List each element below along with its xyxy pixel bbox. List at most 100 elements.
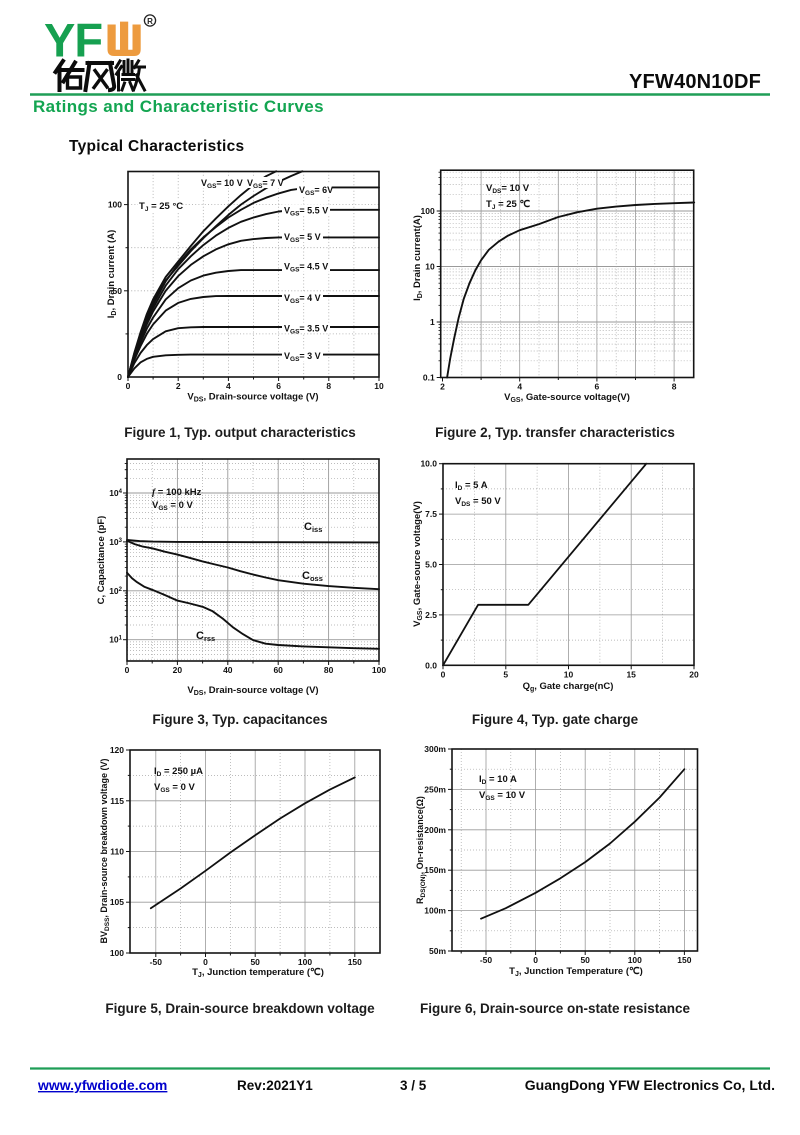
svg-text:Coss: Coss bbox=[302, 570, 323, 583]
svg-text:120: 120 bbox=[110, 745, 124, 755]
svg-text:0: 0 bbox=[126, 381, 131, 391]
svg-text:20: 20 bbox=[173, 665, 183, 675]
svg-text:10: 10 bbox=[374, 381, 384, 391]
svg-text:VGS= 3 V: VGS= 3 V bbox=[284, 351, 321, 363]
svg-text:Figure 6, Drain-source on-stat: Figure 6, Drain-source on-state resistan… bbox=[420, 1001, 691, 1016]
svg-text:Figure 5, Drain-source breakdo: Figure 5, Drain-source breakdown voltage bbox=[105, 1001, 375, 1016]
svg-text:RDS(ON), On-resistance(Ω): RDS(ON), On-resistance(Ω) bbox=[415, 796, 427, 904]
svg-text:TJ = 25 ℃: TJ = 25 ℃ bbox=[486, 199, 530, 211]
svg-text:Typical Characteristics: Typical Characteristics bbox=[69, 138, 244, 155]
svg-text:150m: 150m bbox=[424, 865, 446, 875]
svg-text:200m: 200m bbox=[424, 825, 446, 835]
svg-text:ID = 250 µA: ID = 250 µA bbox=[154, 766, 203, 778]
svg-text:2: 2 bbox=[176, 381, 181, 391]
svg-text:102: 102 bbox=[109, 586, 122, 596]
svg-text:ID = 5 A: ID = 5 A bbox=[455, 480, 488, 492]
svg-text:YFW40N10DF: YFW40N10DF bbox=[629, 71, 761, 93]
svg-text:5.0: 5.0 bbox=[425, 560, 437, 570]
svg-text:-50: -50 bbox=[480, 955, 493, 965]
svg-text:15: 15 bbox=[626, 669, 636, 679]
svg-text:YF: YF bbox=[44, 14, 102, 67]
svg-text:2: 2 bbox=[440, 382, 445, 392]
svg-text:40: 40 bbox=[223, 665, 233, 675]
svg-text:Crss: Crss bbox=[196, 630, 215, 643]
svg-text:TJ, Junction Temperature (℃): TJ, Junction Temperature (℃) bbox=[509, 966, 643, 978]
svg-text:250m: 250m bbox=[424, 784, 446, 794]
svg-text:80: 80 bbox=[324, 665, 334, 675]
svg-text:Figure 4, Typ. gate charge: Figure 4, Typ. gate charge bbox=[472, 712, 639, 727]
svg-text:VGS = 0 V: VGS = 0 V bbox=[154, 782, 195, 794]
svg-text:VGS= 6V: VGS= 6V bbox=[299, 185, 333, 197]
svg-text:0: 0 bbox=[125, 665, 130, 675]
svg-text:-50: -50 bbox=[150, 957, 163, 967]
svg-text:150: 150 bbox=[348, 957, 362, 967]
svg-text:VDS, Drain-source voltage (V): VDS, Drain-source voltage (V) bbox=[187, 685, 318, 697]
svg-text:10.0: 10.0 bbox=[420, 459, 437, 469]
svg-text:VGS, Gate-source voltage(V): VGS, Gate-source voltage(V) bbox=[504, 392, 630, 404]
svg-text:Figure 3, Typ. capacitances: Figure 3, Typ. capacitances bbox=[152, 712, 327, 727]
svg-text:5: 5 bbox=[503, 669, 508, 679]
svg-text:50: 50 bbox=[113, 286, 123, 296]
svg-text:VGS, Gate-source voltage(V): VGS, Gate-source voltage(V) bbox=[412, 501, 424, 627]
svg-text:115: 115 bbox=[110, 796, 124, 806]
svg-text:TJ, Junction temperature (℃): TJ, Junction temperature (℃) bbox=[192, 967, 324, 979]
svg-text:6: 6 bbox=[276, 381, 281, 391]
svg-text:100m: 100m bbox=[424, 906, 446, 916]
svg-text:8: 8 bbox=[326, 381, 331, 391]
svg-text:R: R bbox=[147, 17, 153, 26]
svg-text:C, Capacitance (pF): C, Capacitance (pF) bbox=[96, 516, 107, 605]
svg-text:8: 8 bbox=[672, 382, 677, 392]
svg-text:TJ = 25 °C: TJ = 25 °C bbox=[139, 201, 183, 213]
svg-text:0.0: 0.0 bbox=[425, 660, 437, 670]
svg-text:f = 100 kHz: f = 100 kHz bbox=[152, 487, 202, 498]
svg-text:100: 100 bbox=[372, 665, 386, 675]
svg-text:Qg, Gate charge(nC): Qg, Gate charge(nC) bbox=[523, 681, 614, 693]
svg-text:www.yfwdiode.com: www.yfwdiode.com bbox=[37, 1077, 167, 1093]
svg-text:ID, Drain current(A): ID, Drain current(A) bbox=[412, 215, 424, 301]
svg-text:2.5: 2.5 bbox=[425, 610, 437, 620]
svg-text:0: 0 bbox=[203, 957, 208, 967]
svg-text:10: 10 bbox=[564, 669, 574, 679]
svg-text:103: 103 bbox=[109, 537, 122, 547]
svg-text:100: 100 bbox=[108, 200, 122, 210]
svg-text:100: 100 bbox=[110, 948, 124, 958]
svg-text:50: 50 bbox=[250, 957, 260, 967]
svg-text:Ciss: Ciss bbox=[304, 521, 322, 534]
svg-text:101: 101 bbox=[109, 635, 122, 645]
svg-text:Figure 2, Typ. transfer charac: Figure 2, Typ. transfer characteristics bbox=[435, 425, 675, 440]
svg-text:1: 1 bbox=[430, 317, 435, 327]
svg-text:4: 4 bbox=[517, 382, 522, 392]
svg-text:60: 60 bbox=[273, 665, 283, 675]
svg-text:100: 100 bbox=[628, 955, 642, 965]
svg-text:4: 4 bbox=[226, 381, 231, 391]
svg-text:20: 20 bbox=[689, 669, 699, 679]
svg-text:100: 100 bbox=[298, 957, 312, 967]
svg-text:VDS = 50 V: VDS = 50 V bbox=[455, 496, 501, 508]
svg-text:0: 0 bbox=[117, 372, 122, 382]
svg-text:6: 6 bbox=[595, 382, 600, 392]
svg-text:100: 100 bbox=[421, 206, 435, 216]
svg-text:50: 50 bbox=[580, 955, 590, 965]
svg-text:VGS = 0 V: VGS = 0 V bbox=[152, 500, 193, 512]
svg-text:ID, Drain current (A): ID, Drain current (A) bbox=[106, 230, 118, 318]
svg-text:150: 150 bbox=[677, 955, 691, 965]
svg-text:Rev:2021Y1: Rev:2021Y1 bbox=[237, 1078, 313, 1093]
svg-text:105: 105 bbox=[110, 897, 124, 907]
svg-text:BVDSS, Drain-source breakdown: BVDSS, Drain-source breakdown voltage (V… bbox=[99, 759, 111, 944]
svg-text:Figure 1, Typ. output characte: Figure 1, Typ. output characteristics bbox=[124, 425, 356, 440]
svg-text:0: 0 bbox=[533, 955, 538, 965]
svg-text:VGS= 5 V: VGS= 5 V bbox=[284, 232, 321, 244]
svg-text:104: 104 bbox=[109, 488, 122, 498]
svg-text:Ratings and Characteristic Cur: Ratings and Characteristic Curves bbox=[33, 97, 324, 116]
svg-text:VGS= 4 V: VGS= 4 V bbox=[284, 293, 321, 305]
svg-text:0.1: 0.1 bbox=[423, 373, 435, 383]
svg-text:10: 10 bbox=[425, 262, 435, 272]
svg-text:VDS, Drain-source voltage (V): VDS, Drain-source voltage (V) bbox=[187, 392, 318, 404]
svg-text:50m: 50m bbox=[429, 946, 446, 956]
svg-text:GuangDong YFW Electronics Co,: GuangDong YFW Electronics Co, Ltd. bbox=[525, 1077, 775, 1093]
svg-text:0: 0 bbox=[441, 669, 446, 679]
svg-text:300m: 300m bbox=[424, 744, 446, 754]
svg-text:7.5: 7.5 bbox=[425, 509, 437, 519]
svg-text:ID = 10 A: ID = 10 A bbox=[479, 774, 517, 786]
svg-text:110: 110 bbox=[110, 847, 124, 857]
